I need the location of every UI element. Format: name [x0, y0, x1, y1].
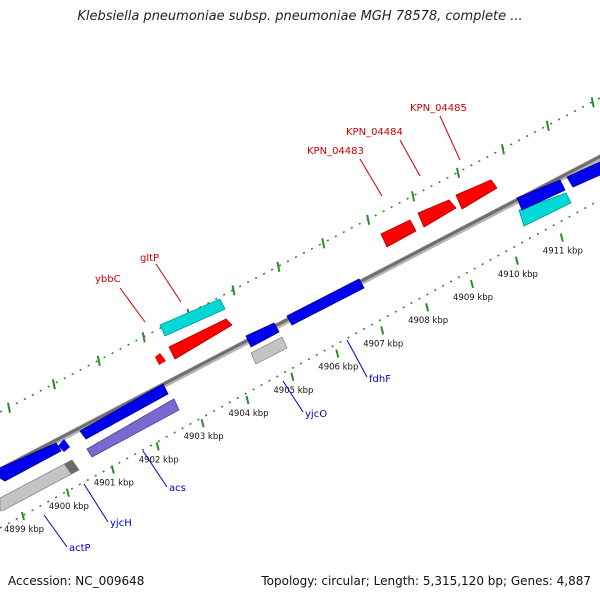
scale-tick-mark [245, 395, 250, 405]
leader-fdhF [346, 339, 368, 378]
outer-tick-mark [231, 285, 236, 296]
scale-tick-mark [380, 326, 385, 335]
leader-yjcO [282, 380, 304, 413]
outer-tick-mark [96, 355, 101, 367]
gene-label-acs[interactable]: acs [169, 483, 186, 494]
feature-grey-dark-end[interactable] [64, 460, 79, 474]
accession-text: Accession: NC_009648 [8, 574, 145, 588]
map-title: Klebsiella pneumoniae subsp. pneumoniae … [77, 9, 523, 24]
scale-tick-label: 4909 kbp [453, 293, 493, 303]
feature-rna-forward[interactable] [159, 298, 226, 337]
scale-tick-label: 4910 kbp [498, 270, 538, 280]
feature-blue-mid-small[interactable] [245, 322, 280, 348]
scale-tick-mark [470, 279, 474, 289]
scale-tick-mark [110, 465, 115, 474]
leader-KPN_04483 [359, 158, 383, 197]
scale-tick-mark [559, 233, 564, 242]
scale-tick-label: 4904 kbp [229, 409, 269, 419]
leader-KPN_04484 [399, 139, 421, 177]
outer-tick-mark [590, 97, 595, 108]
outer-tick-mark [500, 144, 505, 155]
leader-acs [142, 450, 168, 488]
inner-tick-guide [0, 199, 600, 529]
scale-tick-label: 4906 kbp [318, 363, 358, 373]
scale-tick-label: 4902 kbp [139, 455, 179, 465]
gene-label-ybbC[interactable]: ybbC [95, 274, 121, 285]
scale-tick-label: 4905 kbp [273, 386, 313, 396]
leader-gltP [155, 263, 182, 303]
scale-tick-label: 4911 kbp [543, 247, 583, 257]
gene-label-KPN_04484[interactable]: KPN_04484 [346, 127, 403, 138]
scale-tick-mark [335, 349, 340, 358]
scale-tick-label: 4903 kbp [184, 432, 224, 442]
feature-KPN_04484[interactable] [417, 199, 457, 228]
gene-label-yjcH[interactable]: yjcH [110, 518, 132, 529]
scale-tick-mark [21, 511, 25, 521]
scale-ticks: 4899 kbp 4900 kbp 4901 kbp 4902 kbp 4903 kbp… [4, 97, 595, 535]
scale-tick-mark [290, 372, 295, 382]
gene-label-gltP[interactable]: gltP [140, 253, 159, 264]
outer-tick-mark [7, 402, 11, 414]
outer-tick-mark [411, 191, 416, 202]
scale-tick-mark [425, 302, 430, 312]
feature-KPN_04485[interactable] [455, 179, 498, 210]
gene-labels: ybbC gltP KPN_04483 KPN_04484 KPN_04485 … [69, 103, 467, 554]
leader-actP [43, 514, 68, 548]
gene-label-KPN_04485[interactable]: KPN_04485 [410, 103, 467, 114]
leader-ybbC [119, 287, 146, 323]
feature-ybbC[interactable] [155, 353, 166, 365]
feature-fdhF[interactable] [286, 278, 365, 326]
feature-acs[interactable] [86, 398, 180, 458]
scale-tick-label: 4907 kbp [363, 339, 403, 349]
outer-tick-mark [321, 238, 326, 249]
feature-grey-left[interactable] [0, 459, 80, 512]
leader-yjcH [83, 483, 109, 523]
scale-tick-label: 4908 kbp [408, 316, 448, 326]
feature-rna-right[interactable] [518, 192, 572, 227]
feature-gltP[interactable] [168, 318, 233, 360]
scale-tick-mark [65, 488, 70, 498]
label-leaders [43, 115, 461, 548]
outer-tick-mark [51, 379, 56, 390]
forward-features [155, 179, 572, 365]
feature-blue-acs-adj[interactable] [79, 383, 169, 440]
scale-tick-mark [155, 442, 160, 451]
leader-KPN_04485 [439, 115, 461, 161]
outer-tick-mark [545, 120, 550, 132]
outer-tick-mark [366, 214, 371, 226]
feature-KPN_04483[interactable] [380, 219, 417, 248]
gene-label-actP[interactable]: actP [69, 543, 91, 554]
scale-tick-label: 4901 kbp [94, 479, 134, 489]
outer-tick-guide [0, 97, 600, 413]
scale-tick-label: 4899 kbp [4, 525, 44, 535]
gene-label-KPN_04483[interactable]: KPN_04483 [307, 146, 364, 157]
feature-small-blue[interactable] [58, 439, 70, 452]
gene-label-fdhF[interactable]: fdhF [369, 374, 391, 385]
outer-tick-mark [456, 167, 460, 179]
scale-tick-mark [200, 418, 205, 428]
gene-label-yjcO[interactable]: yjcO [305, 409, 327, 420]
genome-summary-text: Topology: circular; Length: 5,315,120 bp… [261, 574, 591, 588]
outer-tick-mark [141, 332, 146, 343]
feature-blue-right-1[interactable] [516, 179, 566, 211]
scale-tick-mark [514, 256, 519, 266]
reverse-features [0, 161, 600, 512]
outer-tick-mark [276, 261, 281, 273]
scale-tick-label: 4900 kbp [49, 502, 89, 512]
feature-blue-right-2[interactable] [566, 161, 600, 188]
feature-blue-left[interactable] [0, 442, 62, 482]
feature-yjcO[interactable] [250, 336, 288, 365]
